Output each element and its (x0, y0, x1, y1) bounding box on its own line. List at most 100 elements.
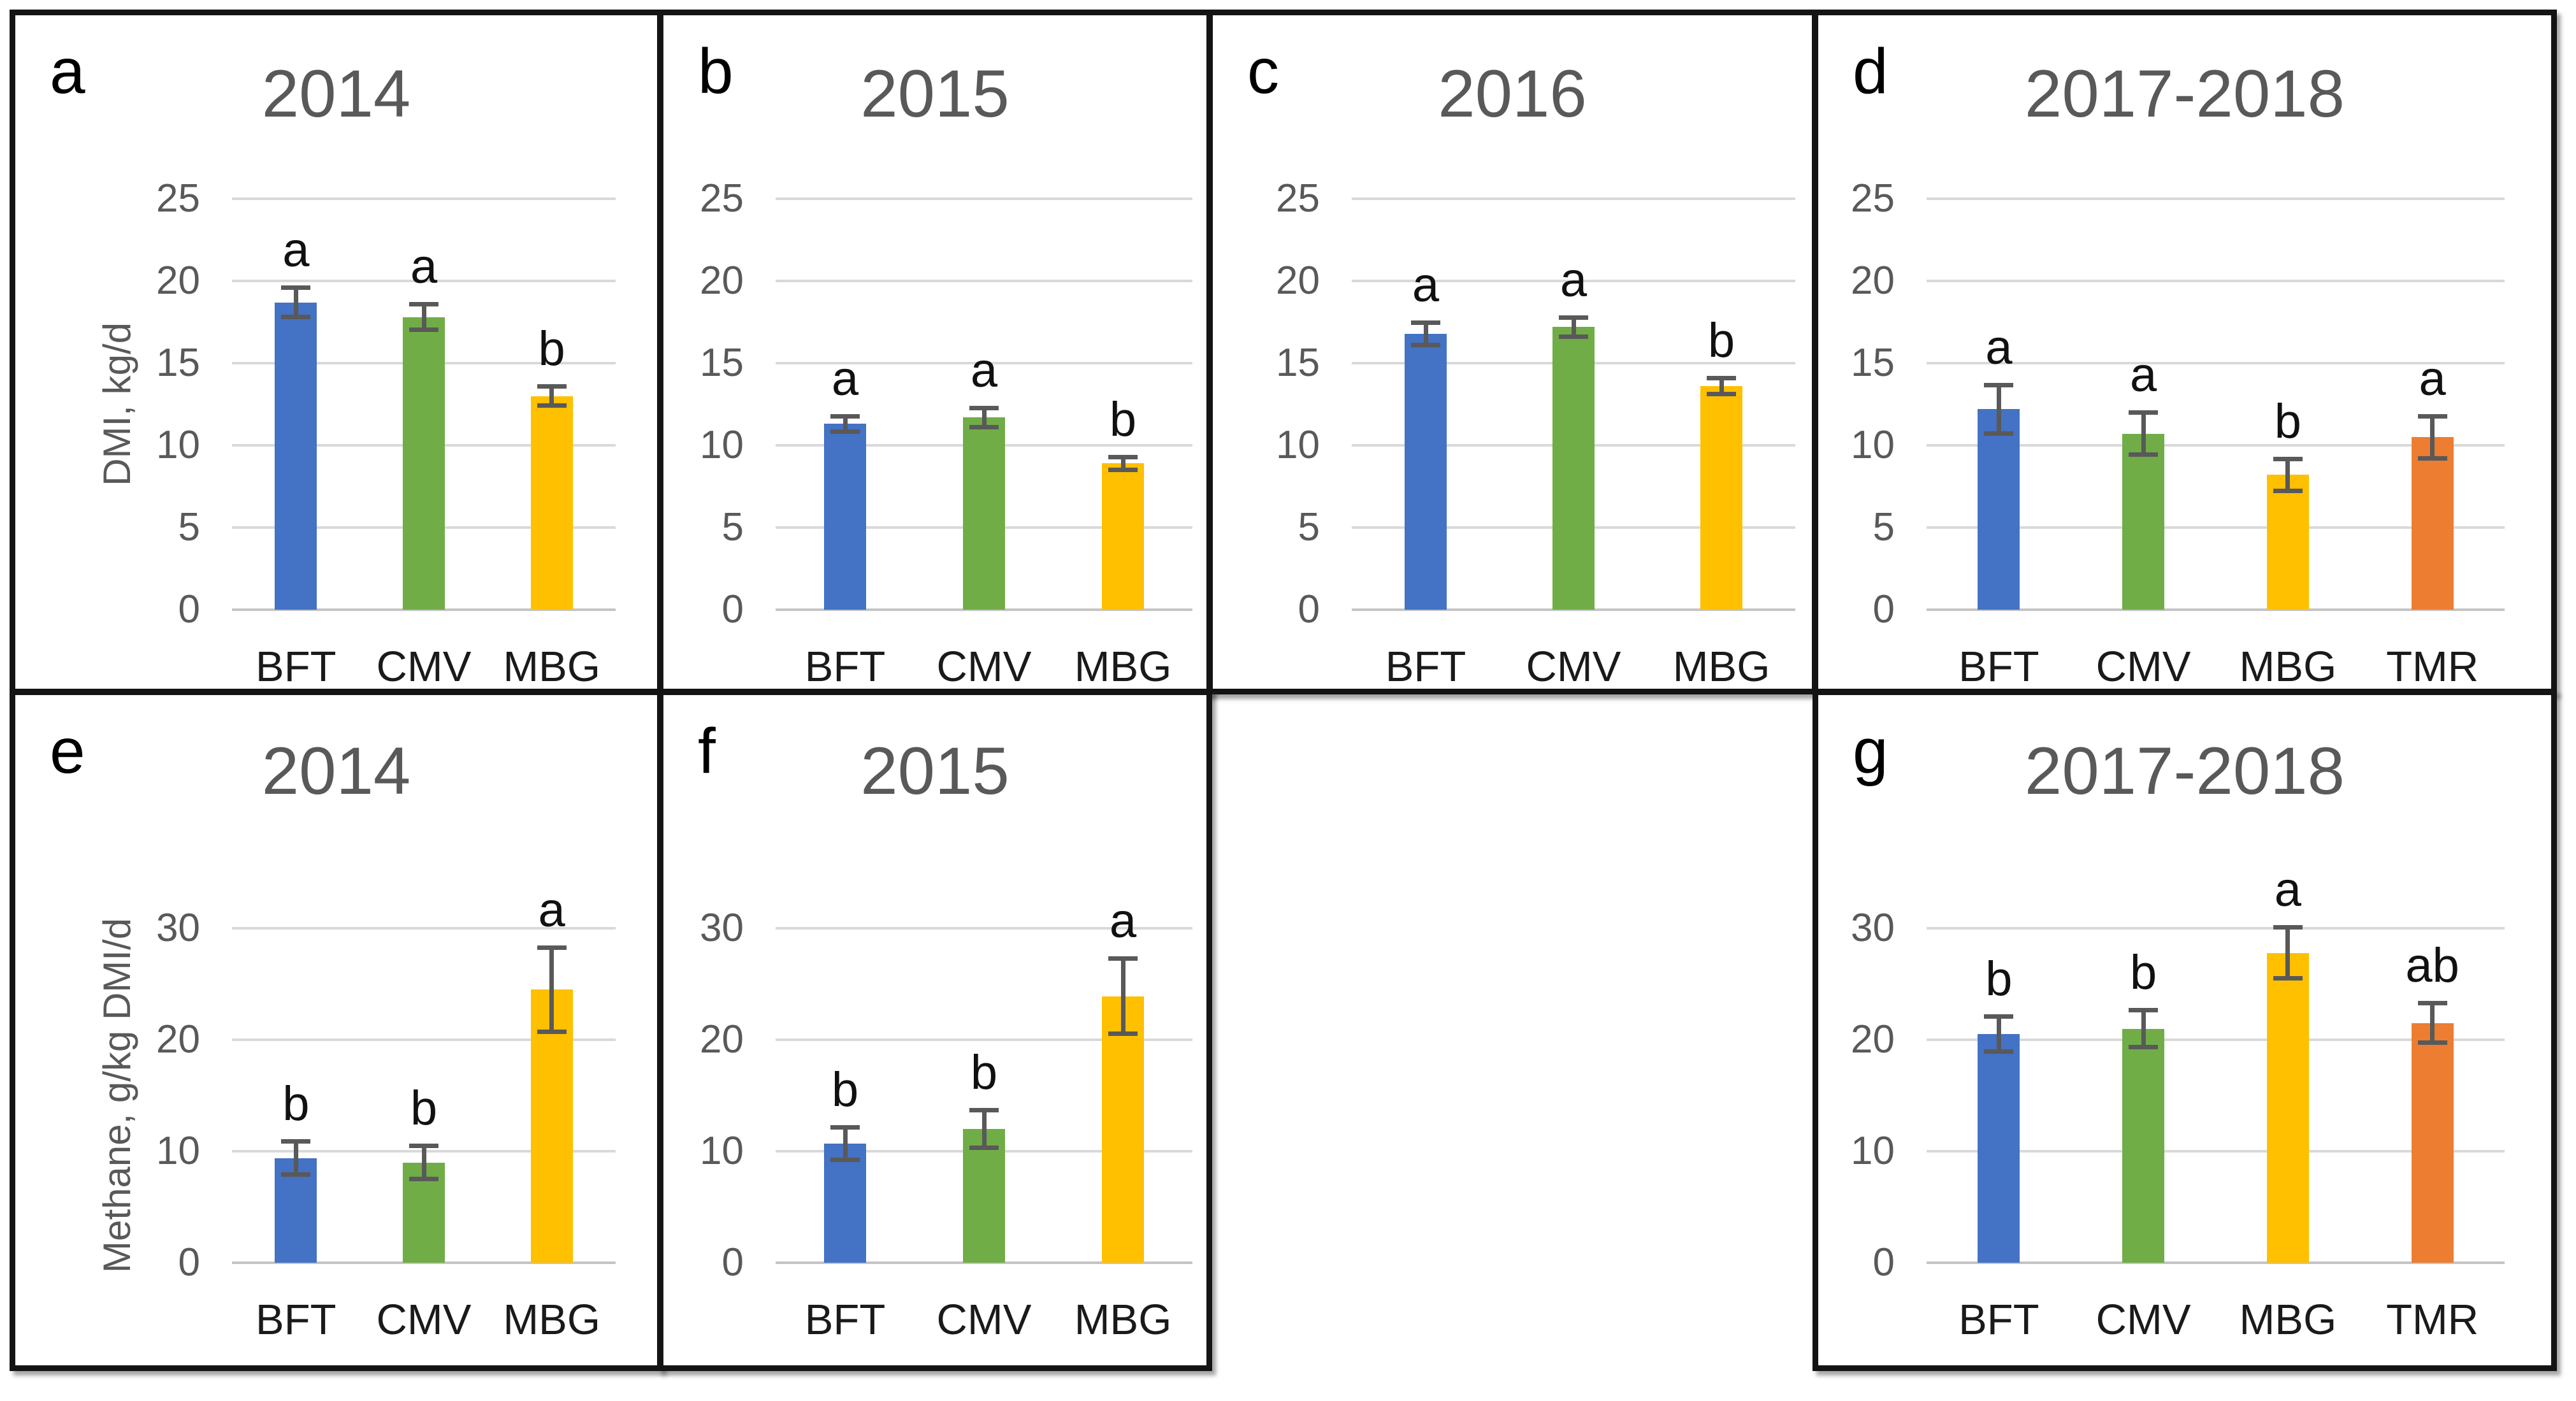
error-bar-cap-bottom (969, 1145, 999, 1150)
error-bar (843, 1126, 848, 1160)
category-label-cmv: CMV (1526, 643, 1621, 691)
category-label-bft: BFT (256, 1296, 336, 1344)
category-label-bft: BFT (1958, 643, 2039, 691)
error-bar-cap-top (2417, 1001, 2447, 1006)
bar-mbg (1102, 463, 1144, 610)
significance-letter: a (410, 240, 438, 294)
error-bar-cap-bottom (409, 1176, 438, 1181)
bar-mbg (2266, 952, 2309, 1263)
y-tick-label: 0 (721, 587, 744, 631)
error-bar-cap-top (2417, 413, 2447, 419)
gridline (776, 362, 1192, 364)
panel-a: a 2014 DMI, kg/d a a b 0 5 10 15 20 25 BFT CMV MBG (10, 10, 663, 694)
y-tick-label: 5 (1872, 505, 1895, 549)
gridline (1927, 608, 2505, 611)
y-tick-label: 15 (1851, 341, 1895, 385)
error-bar-cap-bottom (2417, 1040, 2447, 1045)
panel-title: 2017-2018 (2024, 734, 2345, 808)
category-label-mbg: MBG (2239, 1296, 2337, 1344)
y-tick-label: 0 (1872, 1240, 1895, 1284)
significance-letter: b (282, 1077, 310, 1132)
gridline (232, 1038, 616, 1041)
y-tick-label: 10 (156, 1129, 200, 1173)
bar-cmv (2122, 1028, 2165, 1263)
error-bar-cap-top (1108, 956, 1138, 961)
category-label-cmv: CMV (376, 1296, 472, 1344)
panel-letter: a (50, 36, 85, 107)
y-tick-label: 20 (700, 1017, 744, 1061)
gridline (1927, 280, 2505, 282)
error-bar (1719, 378, 1724, 395)
significance-letter: b (410, 1081, 438, 1136)
error-bar-cap-bottom (969, 424, 999, 429)
y-tick-label: 10 (700, 423, 744, 467)
category-label-mbg: MBG (1074, 1296, 1172, 1344)
panel-letter: b (698, 36, 734, 107)
plot-area: a a b a (1927, 198, 2505, 611)
significance-letter: b (2129, 945, 2157, 1000)
bar-bft (1978, 409, 2020, 610)
error-bar-cap-top (2129, 410, 2159, 415)
bar-cmv (403, 317, 445, 610)
y-tick-label: 0 (1872, 587, 1895, 631)
panel-d: d 2017-2018 a a b a 0 5 10 15 20 25 BFT CMV MBG TMR (1813, 10, 2557, 694)
error-bar-cap-top (537, 384, 567, 389)
category-label-bft: BFT (1385, 643, 1466, 691)
error-bar-cap-bottom (409, 327, 438, 333)
category-label-mbg: MBG (503, 643, 600, 691)
significance-letter: b (1707, 313, 1735, 368)
error-bar (549, 386, 554, 406)
error-bar-cap-top (537, 945, 567, 950)
significance-letter: b (538, 322, 565, 377)
significance-letter: a (2129, 348, 2157, 403)
gridline (1927, 362, 2505, 364)
bar-cmv (963, 417, 1005, 610)
gridline (776, 198, 1192, 200)
y-tick-label: 25 (1276, 176, 1320, 220)
significance-letter: a (1985, 320, 2013, 375)
category-label-mbg: MBG (1074, 643, 1172, 691)
panel-f: f 2015 b b a 0 10 20 30 BFT CMV MBG (658, 689, 1212, 1371)
error-bar (293, 287, 298, 317)
error-bar (1996, 1016, 2001, 1053)
y-tick-label: 15 (156, 341, 200, 385)
category-label-bft: BFT (804, 643, 886, 691)
significance-letter: a (1412, 257, 1440, 312)
significance-letter: b (831, 1062, 859, 1117)
gridline (232, 280, 616, 282)
error-bar-cap-bottom (2273, 489, 2303, 494)
significance-letter: a (1559, 252, 1588, 307)
gridline (776, 1261, 1192, 1264)
bar-bft (275, 302, 317, 610)
bar-tmr (2411, 1023, 2454, 1263)
error-bar-cap-bottom (1108, 467, 1138, 472)
panel-title: 2015 (860, 57, 1009, 131)
significance-letter: b (1985, 952, 2013, 1007)
error-bar-cap-bottom (830, 1158, 860, 1162)
bar-tmr (2411, 437, 2454, 610)
panel-e: e 2014 Methane, g/kg DMI/d b b a 0 10 20 30 BFT CMV… (10, 689, 663, 1371)
significance-letter: a (970, 343, 998, 398)
bar-bft (824, 1143, 866, 1263)
error-bar-cap-top (1984, 382, 2014, 387)
panel-letter: d (1853, 36, 1888, 107)
error-bar-cap-top (2273, 456, 2303, 461)
y-tick-label: 0 (178, 587, 200, 631)
bar-bft (1978, 1034, 2020, 1263)
category-label-mbg: MBG (503, 1296, 600, 1344)
panel-letter: f (698, 715, 716, 787)
error-bar-cap-top (830, 413, 860, 419)
significance-letter: a (538, 882, 565, 937)
gridline (232, 1261, 616, 1264)
category-label-tmr: TMR (2386, 1296, 2479, 1344)
gridline (776, 1038, 1192, 1041)
panel-title: 2014 (261, 734, 411, 808)
error-bar (2285, 927, 2290, 979)
significance-letter: b (2274, 394, 2302, 449)
error-bar-cap-bottom (2273, 975, 2303, 981)
error-bar-cap-bottom (1984, 1049, 2014, 1054)
y-tick-label: 0 (721, 1240, 744, 1284)
y-tick-label: 5 (178, 505, 200, 549)
error-bar (421, 1146, 426, 1179)
